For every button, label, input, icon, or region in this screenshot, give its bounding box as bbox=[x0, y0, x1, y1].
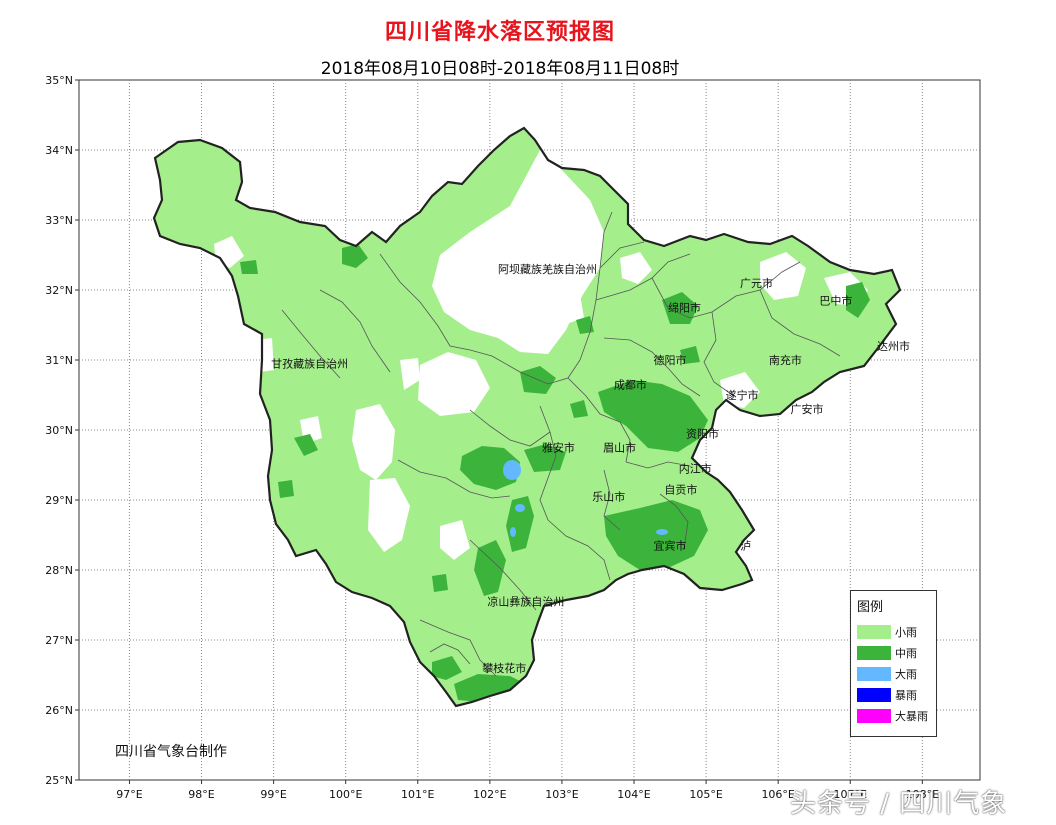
region-label: 遂宁市 bbox=[726, 388, 759, 402]
lat-tick-label: 25°N bbox=[45, 774, 73, 787]
legend-label: 大暴雨 bbox=[895, 710, 928, 723]
lon-tick-label: 99°E bbox=[260, 788, 286, 801]
lon-tick-label: 106°E bbox=[761, 788, 794, 801]
legend-item-light-rain: 小雨 bbox=[857, 623, 933, 641]
lat-tick-label: 35°N bbox=[45, 74, 73, 87]
legend-item-heavy-rain: 大雨 bbox=[857, 665, 933, 683]
lon-tick-label: 108°E bbox=[906, 788, 939, 801]
region-label: 巴中市 bbox=[819, 294, 852, 308]
region-label: 广元市 bbox=[740, 276, 773, 290]
lon-tick-label: 101°E bbox=[401, 788, 434, 801]
lat-tick-label: 33°N bbox=[45, 214, 73, 227]
region-label: 广安市 bbox=[791, 402, 824, 416]
lat-tick-label: 30°N bbox=[45, 424, 73, 437]
region-label: 德阳市 bbox=[654, 353, 687, 367]
legend-label: 大雨 bbox=[895, 668, 917, 681]
legend-swatch bbox=[857, 625, 891, 639]
lon-tick-label: 104°E bbox=[617, 788, 650, 801]
lat-tick-label: 29°N bbox=[45, 494, 73, 507]
region-label: 内江市 bbox=[679, 462, 712, 476]
map-title: 四川省降水落区预报图 bbox=[384, 20, 615, 45]
lon-tick-label: 100°E bbox=[329, 788, 362, 801]
legend-item-rainstorm: 暴雨 bbox=[857, 686, 933, 704]
region-label: 资阳市 bbox=[686, 427, 719, 441]
legend-label: 暴雨 bbox=[895, 689, 917, 702]
legend-label: 小雨 bbox=[895, 626, 917, 639]
axis-ticks: 35°N 34°N 33°N 32°N 31°N 30°N 29°N 28°N 27°N 26°N… bbox=[45, 74, 939, 801]
region-label: 绵阳市 bbox=[668, 301, 701, 315]
lon-tick-label: 102°E bbox=[473, 788, 506, 801]
region-label: 自贡市 bbox=[664, 483, 697, 497]
forecast-period: 2018年08月10日08时-2018年08月11日08时 bbox=[320, 59, 680, 79]
lat-tick-label: 26°N bbox=[45, 704, 73, 717]
watermark: 头条号 / 四川气象 bbox=[790, 789, 1008, 819]
legend-title: 图例 bbox=[857, 600, 884, 615]
no-rain-areas bbox=[214, 150, 868, 560]
region-label: 达州市 bbox=[877, 339, 910, 353]
moderate-rain-areas bbox=[240, 244, 870, 702]
legend-item-heavy-rainstorm: 大暴雨 bbox=[857, 707, 933, 725]
region-label: 乐山市 bbox=[592, 490, 625, 504]
legend-item-moderate-rain: 中雨 bbox=[857, 644, 933, 662]
lat-tick-label: 32°N bbox=[45, 284, 73, 297]
legend: 图例 小雨 中雨 大雨 暴雨 大暴雨 bbox=[850, 590, 937, 737]
lon-tick-label: 103°E bbox=[545, 788, 578, 801]
legend-swatch bbox=[857, 667, 891, 681]
region-label: 凉山彝族自治州 bbox=[487, 595, 564, 609]
region-label: 攀枝花市 bbox=[482, 661, 526, 675]
lat-tick-label: 27°N bbox=[45, 634, 73, 647]
legend-swatch bbox=[857, 688, 891, 702]
credit-text: 四川省气象台制作 bbox=[115, 744, 227, 760]
region-label: 成都市 bbox=[614, 378, 647, 392]
legend-swatch bbox=[857, 646, 891, 660]
lat-tick-label: 31°N bbox=[45, 354, 73, 367]
lat-tick-label: 28°N bbox=[45, 564, 73, 577]
lat-tick-label: 34°N bbox=[45, 144, 73, 157]
lon-tick-label: 98°E bbox=[188, 788, 214, 801]
region-label: 阿坝藏族羌族自治州 bbox=[498, 262, 597, 276]
region-label: 南充市 bbox=[769, 353, 802, 367]
lon-tick-label: 97°E bbox=[116, 788, 142, 801]
lon-tick-label: 107°E bbox=[834, 788, 867, 801]
legend-swatch bbox=[857, 709, 891, 723]
region-label: 甘孜藏族自治州 bbox=[271, 357, 348, 371]
heavy-rain-areas bbox=[503, 460, 668, 537]
region-label: 眉山市 bbox=[603, 441, 636, 455]
region-label: 宜宾市 bbox=[654, 539, 687, 553]
prefecture-boundaries bbox=[281, 211, 841, 677]
lon-tick-label: 105°E bbox=[689, 788, 722, 801]
legend-label: 中雨 bbox=[895, 647, 917, 660]
region-label: 泸 bbox=[740, 540, 751, 553]
region-label: 雅安市 bbox=[542, 441, 575, 455]
